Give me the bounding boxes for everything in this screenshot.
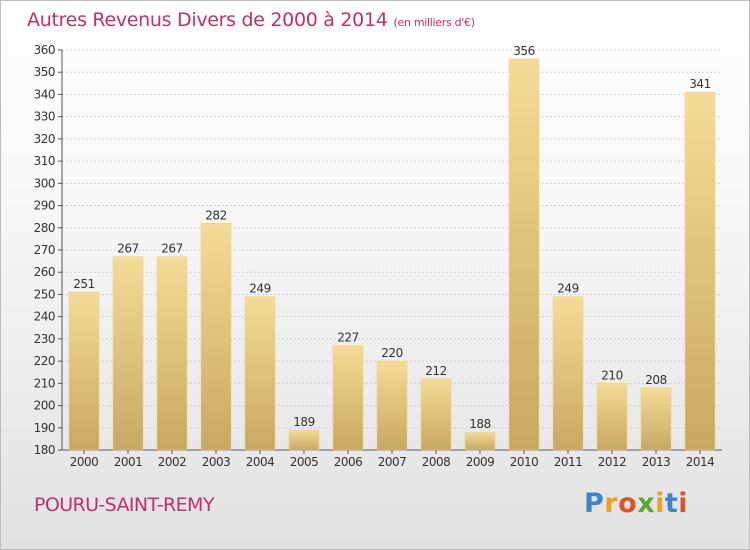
bar xyxy=(200,223,232,451)
bar xyxy=(288,429,320,451)
x-tick-label: 2008 xyxy=(422,455,451,469)
x-tick-label: 2013 xyxy=(642,455,671,469)
y-tick-label: 240 xyxy=(34,310,55,324)
x-tick-label: 2014 xyxy=(686,455,715,469)
x-tick-label: 2009 xyxy=(466,455,495,469)
bar xyxy=(596,383,628,451)
x-tick-label: 2001 xyxy=(114,455,143,469)
logo-letter: x xyxy=(637,488,656,519)
logo-letter: i xyxy=(655,488,665,519)
chart-title-text: Autres Revenus Divers de 2000 à 2014 xyxy=(27,9,388,31)
y-tick-label: 300 xyxy=(34,176,55,190)
y-tick-label: 290 xyxy=(34,199,55,213)
bar xyxy=(376,360,408,451)
y-tick-label: 180 xyxy=(34,443,55,457)
bar-value-label: 267 xyxy=(161,242,182,256)
bar-value-label: 212 xyxy=(425,364,446,378)
x-tick-label: 2005 xyxy=(290,455,319,469)
axis-layer: 180 190 200 210 220 230 240 250 260 270 280 290 300 3… xyxy=(34,43,722,457)
logo-letter: P xyxy=(584,488,605,519)
bar-value-label: 188 xyxy=(469,417,490,431)
y-tick-label: 360 xyxy=(34,43,55,57)
bar xyxy=(332,345,364,451)
y-tick-label: 310 xyxy=(34,154,55,168)
bar xyxy=(112,256,144,451)
bar xyxy=(508,58,540,451)
bar-value-label: 227 xyxy=(337,331,358,345)
y-tick-label: 200 xyxy=(34,399,55,413)
bar xyxy=(464,431,496,451)
x-tick-label: 2004 xyxy=(246,455,275,469)
x-tick-label: 2000 xyxy=(70,455,99,469)
bar xyxy=(68,291,100,451)
labels-layer: 2000 251 2001 267 2002 267 2003 282 2004 249 2005 1… xyxy=(70,44,715,469)
y-tick-label: 250 xyxy=(34,287,55,301)
proxiti-logo[interactable]: Proxiti xyxy=(584,488,688,519)
x-tick-label: 2007 xyxy=(378,455,407,469)
bar xyxy=(640,387,672,451)
y-tick-label: 210 xyxy=(34,376,55,390)
bar-value-label: 251 xyxy=(73,277,94,291)
x-tick-label: 2006 xyxy=(334,455,363,469)
bar-value-label: 341 xyxy=(689,77,710,91)
bar-value-label: 356 xyxy=(513,44,534,58)
x-tick-label: 2010 xyxy=(510,455,539,469)
logo-letter: r xyxy=(604,488,619,519)
x-tick-label: 2012 xyxy=(598,455,627,469)
bar-value-label: 220 xyxy=(381,346,402,360)
y-tick-label: 270 xyxy=(34,243,55,257)
bar-value-label: 210 xyxy=(601,368,622,382)
bar xyxy=(156,256,188,451)
bar xyxy=(552,296,584,451)
y-tick-label: 260 xyxy=(34,265,55,279)
chart-title: Autres Revenus Divers de 2000 à 2014 (en … xyxy=(27,9,475,31)
bar-value-label: 267 xyxy=(117,242,138,256)
bars-layer xyxy=(68,58,716,451)
y-tick-label: 320 xyxy=(34,132,55,146)
y-tick-label: 230 xyxy=(34,332,55,346)
logo-letter: t xyxy=(664,488,679,519)
y-tick-label: 330 xyxy=(34,110,55,124)
y-tick-label: 190 xyxy=(34,421,55,435)
x-tick-label: 2011 xyxy=(554,455,583,469)
bar-value-label: 208 xyxy=(645,373,666,387)
bar xyxy=(420,378,452,451)
logo-letter: i xyxy=(678,488,689,519)
y-tick-label: 340 xyxy=(34,87,55,101)
y-tick-label: 280 xyxy=(34,221,55,235)
bar-value-label: 249 xyxy=(249,282,270,296)
bar-value-label: 189 xyxy=(293,415,314,429)
x-tick-label: 2002 xyxy=(158,455,187,469)
bar xyxy=(684,91,716,451)
bar xyxy=(244,296,276,451)
location-name: POURU-SAINT-REMY xyxy=(34,494,214,516)
bar-value-label: 249 xyxy=(557,282,578,296)
bar-value-label: 282 xyxy=(205,208,226,222)
y-tick-label: 220 xyxy=(34,354,55,368)
chart-title-unit: (en milliers d'€) xyxy=(393,16,475,29)
x-tick-label: 2003 xyxy=(202,455,231,469)
y-tick-label: 350 xyxy=(34,65,55,79)
logo-letter: o xyxy=(618,488,638,519)
